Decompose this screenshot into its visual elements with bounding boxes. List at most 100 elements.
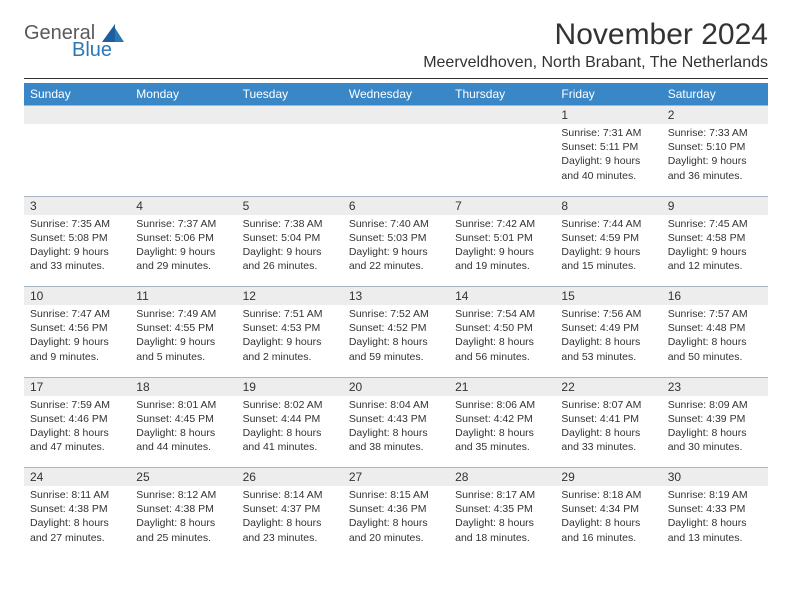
day-dl2: and 5 minutes.	[136, 350, 230, 364]
day-ss: Sunset: 5:03 PM	[349, 231, 443, 245]
day-ss: Sunset: 4:43 PM	[349, 412, 443, 426]
day-dl1: Daylight: 8 hours	[349, 426, 443, 440]
day-sr: Sunrise: 7:56 AM	[561, 307, 655, 321]
location: Meerveldhoven, North Brabant, The Nether…	[423, 54, 768, 72]
day-dl1: Daylight: 9 hours	[668, 245, 762, 259]
day-detail-cell	[24, 124, 130, 196]
day-dl2: and 33 minutes.	[561, 440, 655, 454]
day-dl2: and 59 minutes.	[349, 350, 443, 364]
day-ss: Sunset: 5:01 PM	[455, 231, 549, 245]
month-title: November 2024	[423, 18, 768, 52]
day-dl2: and 53 minutes.	[561, 350, 655, 364]
day-detail-cell	[449, 124, 555, 196]
day-sr: Sunrise: 7:40 AM	[349, 217, 443, 231]
day-detail-cell: Sunrise: 8:06 AMSunset: 4:42 PMDaylight:…	[449, 396, 555, 468]
day-number-cell: 21	[449, 377, 555, 396]
detail-row: Sunrise: 7:35 AMSunset: 5:08 PMDaylight:…	[24, 215, 768, 287]
day-dl2: and 29 minutes.	[136, 259, 230, 273]
day-dl2: and 15 minutes.	[561, 259, 655, 273]
day-sr: Sunrise: 7:59 AM	[30, 398, 124, 412]
day-sr: Sunrise: 8:09 AM	[668, 398, 762, 412]
day-sr: Sunrise: 7:52 AM	[349, 307, 443, 321]
day-sr: Sunrise: 7:51 AM	[243, 307, 337, 321]
day-number-cell: 1	[555, 106, 661, 125]
day-number-cell: 18	[130, 377, 236, 396]
day-dl2: and 35 minutes.	[455, 440, 549, 454]
day-sr: Sunrise: 7:44 AM	[561, 217, 655, 231]
day-number-cell: 6	[343, 196, 449, 215]
detail-row: Sunrise: 7:59 AMSunset: 4:46 PMDaylight:…	[24, 396, 768, 468]
day-ss: Sunset: 4:37 PM	[243, 502, 337, 516]
day-dl2: and 40 minutes.	[561, 169, 655, 183]
day-sr: Sunrise: 7:42 AM	[455, 217, 549, 231]
day-ss: Sunset: 4:45 PM	[136, 412, 230, 426]
day-detail-cell: Sunrise: 7:44 AMSunset: 4:59 PMDaylight:…	[555, 215, 661, 287]
day-dl1: Daylight: 8 hours	[455, 516, 549, 530]
day-detail-cell: Sunrise: 8:11 AMSunset: 4:38 PMDaylight:…	[24, 486, 130, 558]
day-detail-cell: Sunrise: 8:09 AMSunset: 4:39 PMDaylight:…	[662, 396, 768, 468]
day-dl2: and 18 minutes.	[455, 531, 549, 545]
day-number-cell: 5	[237, 196, 343, 215]
weekday-thursday: Thursday	[449, 83, 555, 106]
day-dl1: Daylight: 8 hours	[561, 426, 655, 440]
day-number-cell: 19	[237, 377, 343, 396]
day-dl2: and 38 minutes.	[349, 440, 443, 454]
day-sr: Sunrise: 7:54 AM	[455, 307, 549, 321]
day-detail-cell: Sunrise: 7:49 AMSunset: 4:55 PMDaylight:…	[130, 305, 236, 377]
day-dl2: and 20 minutes.	[349, 531, 443, 545]
day-sr: Sunrise: 8:11 AM	[30, 488, 124, 502]
detail-row: Sunrise: 7:47 AMSunset: 4:56 PMDaylight:…	[24, 305, 768, 377]
day-dl1: Daylight: 8 hours	[668, 335, 762, 349]
day-dl2: and 16 minutes.	[561, 531, 655, 545]
day-dl1: Daylight: 8 hours	[455, 426, 549, 440]
day-dl1: Daylight: 8 hours	[668, 426, 762, 440]
day-detail-cell: Sunrise: 8:15 AMSunset: 4:36 PMDaylight:…	[343, 486, 449, 558]
day-detail-cell: Sunrise: 7:33 AMSunset: 5:10 PMDaylight:…	[662, 124, 768, 196]
day-ss: Sunset: 4:36 PM	[349, 502, 443, 516]
day-dl2: and 25 minutes.	[136, 531, 230, 545]
day-detail-cell: Sunrise: 8:14 AMSunset: 4:37 PMDaylight:…	[237, 486, 343, 558]
day-detail-cell: Sunrise: 7:31 AMSunset: 5:11 PMDaylight:…	[555, 124, 661, 196]
day-detail-cell: Sunrise: 8:17 AMSunset: 4:35 PMDaylight:…	[449, 486, 555, 558]
day-dl2: and 33 minutes.	[30, 259, 124, 273]
day-dl1: Daylight: 8 hours	[561, 516, 655, 530]
day-number-cell: 9	[662, 196, 768, 215]
day-dl1: Daylight: 8 hours	[136, 426, 230, 440]
day-number-cell: 8	[555, 196, 661, 215]
day-sr: Sunrise: 8:12 AM	[136, 488, 230, 502]
day-ss: Sunset: 5:11 PM	[561, 140, 655, 154]
day-detail-cell: Sunrise: 7:57 AMSunset: 4:48 PMDaylight:…	[662, 305, 768, 377]
day-number-cell	[343, 106, 449, 125]
day-number-cell: 28	[449, 468, 555, 487]
weekday-header-row: Sunday Monday Tuesday Wednesday Thursday…	[24, 83, 768, 106]
day-ss: Sunset: 4:34 PM	[561, 502, 655, 516]
day-sr: Sunrise: 8:01 AM	[136, 398, 230, 412]
day-dl2: and 36 minutes.	[668, 169, 762, 183]
day-sr: Sunrise: 7:49 AM	[136, 307, 230, 321]
day-dl1: Daylight: 8 hours	[30, 426, 124, 440]
day-ss: Sunset: 4:39 PM	[668, 412, 762, 426]
day-ss: Sunset: 4:50 PM	[455, 321, 549, 335]
day-dl1: Daylight: 8 hours	[243, 426, 337, 440]
day-dl1: Daylight: 9 hours	[349, 245, 443, 259]
day-dl1: Daylight: 8 hours	[136, 516, 230, 530]
day-dl2: and 30 minutes.	[668, 440, 762, 454]
day-number-cell: 27	[343, 468, 449, 487]
day-dl2: and 47 minutes.	[30, 440, 124, 454]
day-dl2: and 2 minutes.	[243, 350, 337, 364]
logo-text: General Blue	[24, 24, 124, 59]
day-number-cell	[237, 106, 343, 125]
day-detail-cell: Sunrise: 7:40 AMSunset: 5:03 PMDaylight:…	[343, 215, 449, 287]
day-sr: Sunrise: 8:04 AM	[349, 398, 443, 412]
day-ss: Sunset: 5:06 PM	[136, 231, 230, 245]
divider	[24, 78, 768, 79]
day-detail-cell	[237, 124, 343, 196]
day-dl2: and 56 minutes.	[455, 350, 549, 364]
day-number-cell: 4	[130, 196, 236, 215]
day-dl1: Daylight: 8 hours	[349, 516, 443, 530]
day-detail-cell: Sunrise: 7:35 AMSunset: 5:08 PMDaylight:…	[24, 215, 130, 287]
header: General Blue November 2024 Meerveldhoven…	[24, 18, 768, 72]
day-dl1: Daylight: 9 hours	[455, 245, 549, 259]
day-ss: Sunset: 4:44 PM	[243, 412, 337, 426]
day-detail-cell: Sunrise: 7:47 AMSunset: 4:56 PMDaylight:…	[24, 305, 130, 377]
